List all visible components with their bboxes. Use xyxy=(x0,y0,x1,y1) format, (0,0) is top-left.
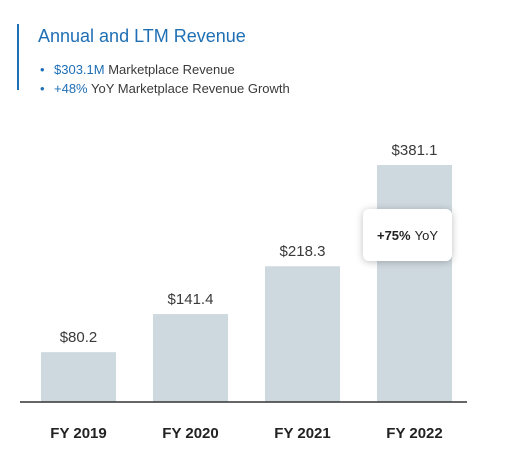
bullet-growth: • +48% YoY Marketplace Revenue Growth xyxy=(40,79,290,98)
data-label: $80.2 xyxy=(60,329,98,346)
bullet-dot-icon: • xyxy=(40,62,45,77)
bullet-growth-text: YoY Marketplace Revenue Growth xyxy=(91,81,290,96)
bars-group xyxy=(41,165,452,402)
bullet-revenue-value: $303.1M xyxy=(54,62,105,77)
labels-group: $80.2 FY 2019 $141.4 FY 2020 $218.3 FY 2021 $3… xyxy=(50,142,442,442)
bullet-dot-icon: • xyxy=(40,81,45,96)
x-tick-label: FY 2020 xyxy=(162,425,218,442)
bar-fy-2022 xyxy=(377,165,452,402)
x-tick-label: FY 2019 xyxy=(50,425,106,442)
x-tick-label: FY 2021 xyxy=(274,425,330,442)
bar-fy-2019 xyxy=(41,352,116,402)
bullet-growth-value: +48% xyxy=(54,81,88,96)
yoy-callout: +75% YoY xyxy=(363,209,452,261)
bar-fy-2021 xyxy=(265,266,340,402)
bullet-revenue-text: Marketplace Revenue xyxy=(108,62,235,77)
data-label: $218.3 xyxy=(280,243,326,260)
callout-value: +75% xyxy=(376,227,411,243)
data-label: $381.1 xyxy=(392,142,438,159)
data-label: $141.4 xyxy=(168,291,214,308)
callout-label: YoY xyxy=(414,227,438,243)
bullet-revenue: • $303.1M Marketplace Revenue xyxy=(40,60,290,79)
accent-bar xyxy=(17,24,19,90)
summary-bullets: • $303.1M Marketplace Revenue • +48% YoY M… xyxy=(40,60,290,98)
x-tick-label: FY 2022 xyxy=(386,425,442,442)
bar-fy-2020 xyxy=(153,314,228,402)
chart-title: Annual and LTM Revenue xyxy=(38,26,246,46)
